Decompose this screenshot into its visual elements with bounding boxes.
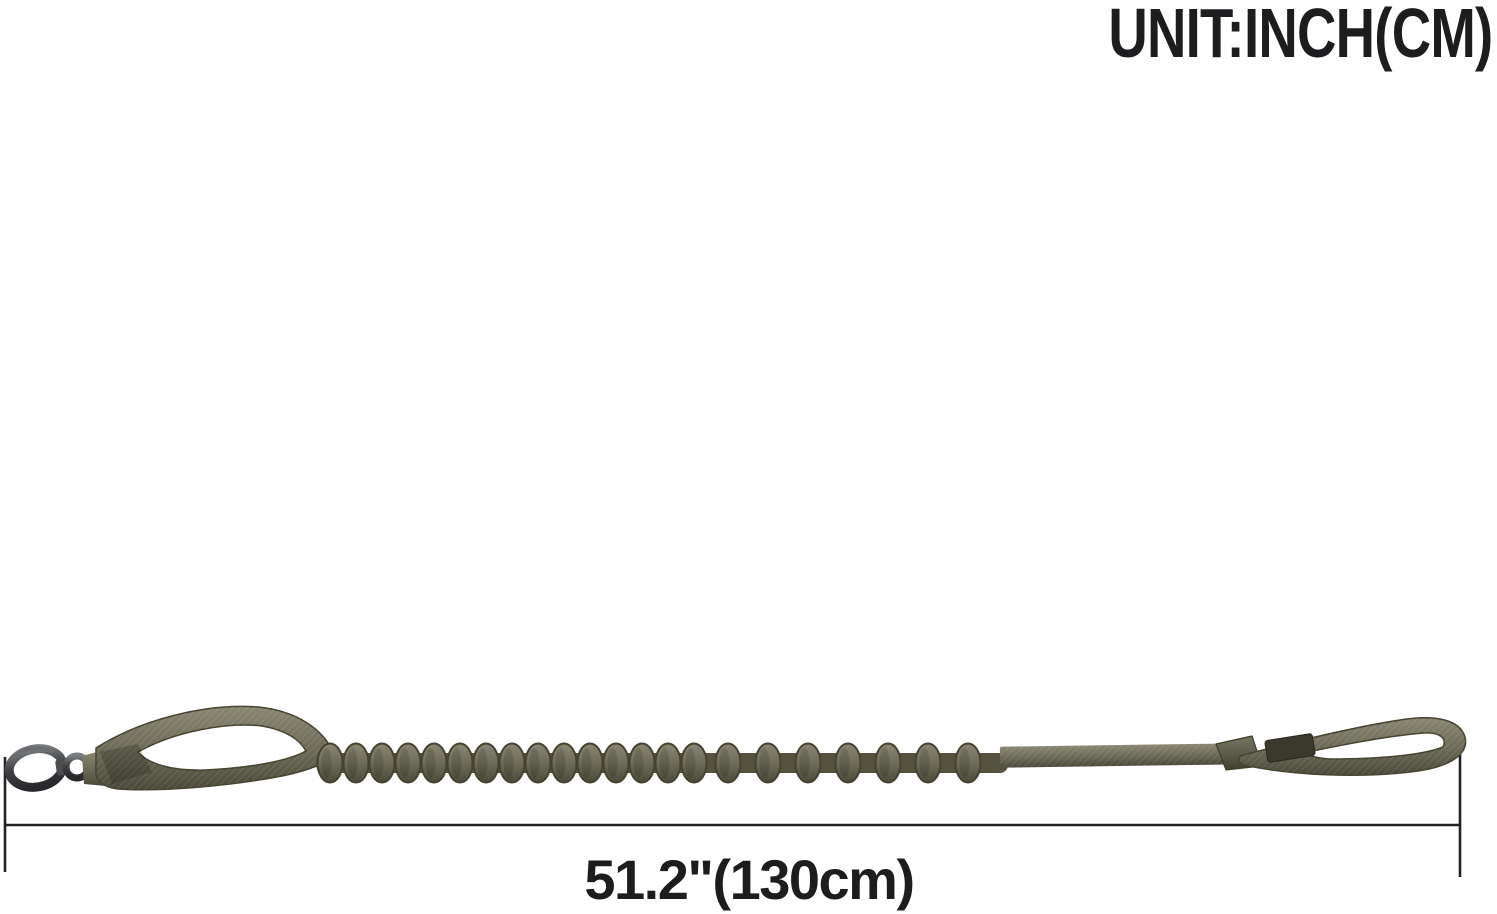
bungee-coil: [420, 742, 448, 784]
unit-label: UNIT:INCH(CM): [1107, 0, 1493, 72]
bungee-coil: [628, 742, 656, 784]
traffic-handle-loop: [95, 705, 335, 791]
bungee-coil: [874, 742, 902, 784]
bungee-coil: [914, 742, 942, 784]
bungee-coil: [368, 742, 396, 784]
dimension-annotation: [3, 753, 1462, 877]
bungee-coil: [714, 742, 742, 784]
webbing-mesh-texture: [999, 743, 1251, 768]
grip-handle-loop: [1215, 717, 1467, 777]
bungee-coil: [394, 742, 422, 784]
bungee-coil: [576, 742, 604, 784]
handle-mesh-texture: [95, 706, 334, 790]
bungee-coil: [794, 742, 822, 784]
bungee-coil: [954, 742, 982, 784]
bungee-coil: [834, 742, 862, 784]
length-dimension-label: 51.2"(130cm): [584, 848, 915, 911]
bungee-coil: [550, 742, 578, 784]
bungee-coil: [498, 742, 526, 784]
brand-label-tag: [1264, 733, 1316, 763]
handle-stitch-fold: [100, 744, 152, 784]
flat-webbing: [999, 743, 1251, 768]
bungee-coil: [524, 742, 552, 784]
bungee-section: [316, 742, 1008, 784]
bungee-coil: [342, 742, 370, 784]
bungee-coil: [316, 742, 344, 784]
bungee-coil: [472, 742, 500, 784]
bungee-coil: [680, 742, 708, 784]
bungee-coil: [654, 742, 682, 784]
bungee-coil: [446, 742, 474, 784]
leash: [4, 705, 1467, 792]
handle-mesh-texture: [1238, 717, 1466, 776]
bungee-coil: [754, 742, 782, 784]
snap-hook-gate: [13, 745, 54, 758]
bungee-coil: [602, 742, 630, 784]
metal-snap-hook-icon: [4, 744, 92, 792]
